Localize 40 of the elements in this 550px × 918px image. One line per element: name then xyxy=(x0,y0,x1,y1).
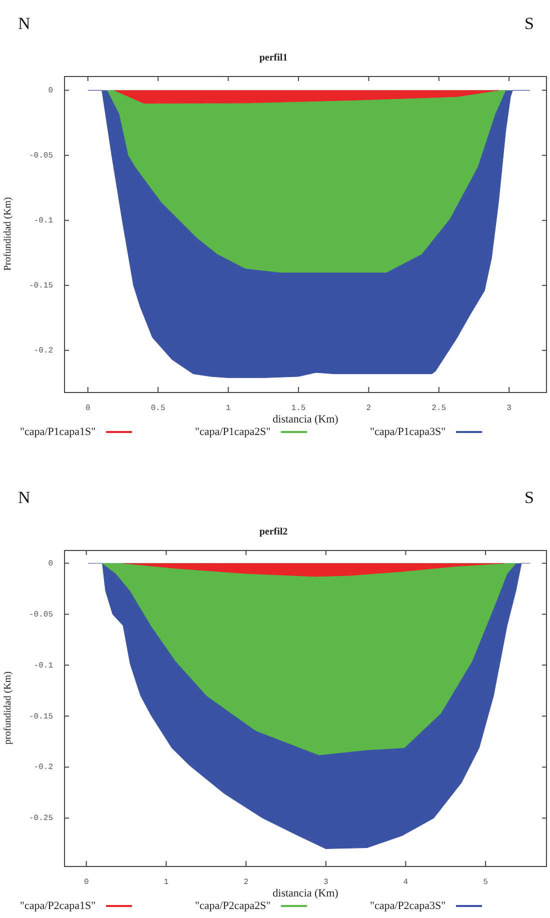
legend-label: "capa/P2capa2S" xyxy=(195,900,271,912)
x-tick-label: 2.5 xyxy=(432,404,446,413)
chart-title: perfil1 xyxy=(259,52,288,64)
legend-label: "capa/P2capa3S" xyxy=(370,900,446,912)
y-tick-label: -0.2 xyxy=(34,763,54,772)
x-tick-label: 4 xyxy=(403,878,408,887)
chart-title: perfil2 xyxy=(259,526,288,538)
x-tick-label: 5 xyxy=(483,878,488,887)
y-tick-label: -0.1 xyxy=(34,216,54,226)
text: S xyxy=(524,488,534,508)
y-tick-label: 0 xyxy=(48,559,54,568)
legend-label: "capa/P1capa1S" xyxy=(20,426,96,438)
x-tick-label: 3 xyxy=(323,878,328,887)
x-axis-title: distancia (Km) xyxy=(272,887,339,900)
y-tick-label: 0 xyxy=(48,86,54,96)
x-tick-label: 2 xyxy=(366,404,372,413)
x-tick-label: 0 xyxy=(84,878,89,887)
text: S xyxy=(524,14,534,34)
y-tick-label: -0.25 xyxy=(28,814,54,824)
x-tick-label: 1 xyxy=(226,404,231,413)
y-axis-title: profundidad (Km) xyxy=(2,671,14,745)
x-tick-label: 1 xyxy=(164,878,169,887)
y-tick-label: -0.15 xyxy=(28,281,54,290)
y-tick-label: -0.15 xyxy=(28,712,54,722)
x-tick-label: 2 xyxy=(244,878,249,887)
x-tick-label: 3 xyxy=(506,404,512,413)
x-tick-label: 0 xyxy=(85,404,90,413)
y-tick-label: -0.1 xyxy=(34,661,54,670)
text: N xyxy=(18,14,30,34)
legend-label: "capa/P1capa3S" xyxy=(370,426,446,438)
y-tick-label: -0.2 xyxy=(34,346,54,356)
y-tick-label: -0.05 xyxy=(28,151,54,160)
x-tick-label: 1.5 xyxy=(291,404,306,413)
legend-label: "capa/P1capa2S" xyxy=(195,426,271,438)
y-axis-title: Profundidad (Km) xyxy=(2,197,14,271)
text: N xyxy=(18,488,30,508)
x-axis-title: distancia (Km) xyxy=(272,413,339,426)
y-tick-label: -0.05 xyxy=(28,610,54,620)
x-tick-label: 0.5 xyxy=(150,404,166,413)
legend-label: "capa/P2capa1S" xyxy=(20,900,96,912)
